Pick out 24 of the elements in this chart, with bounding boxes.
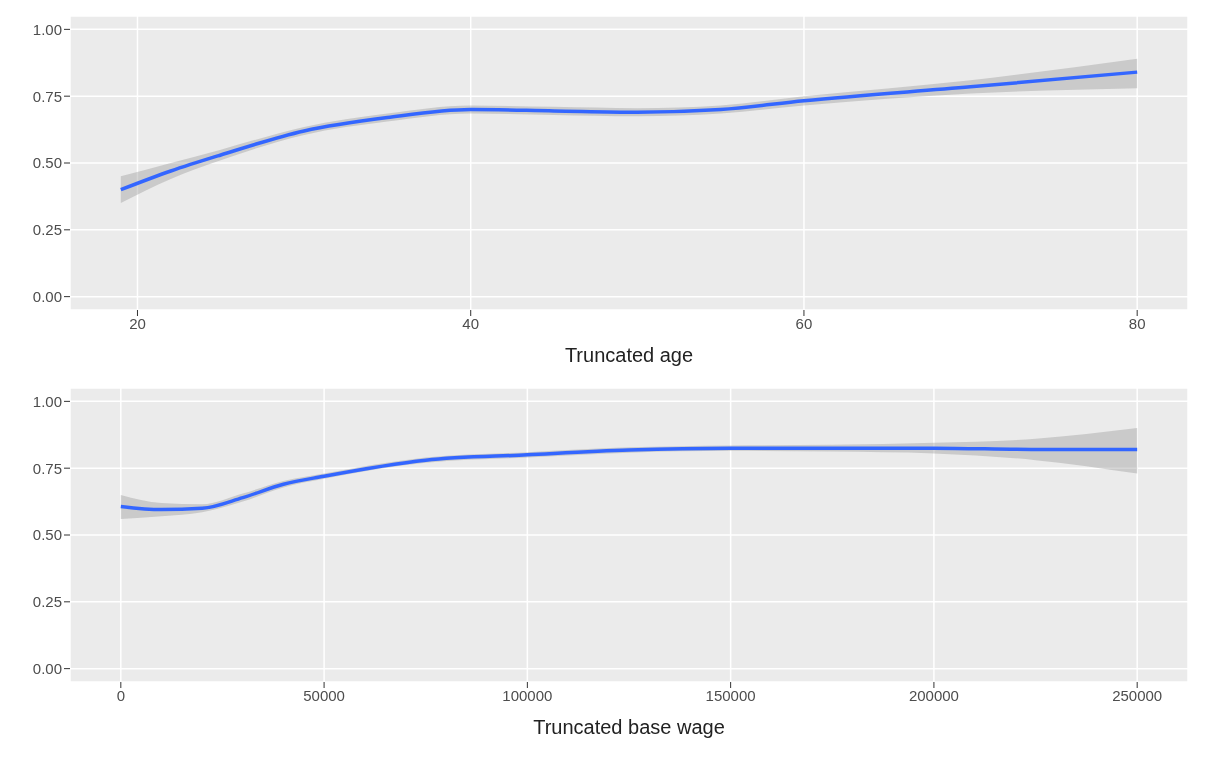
x-tick-label: 80 — [1128, 314, 1146, 332]
y-tick-label: 0.75 — [32, 459, 62, 477]
y-tick-label: 0.75 — [32, 87, 62, 105]
x-tick-label: 40 — [462, 314, 480, 332]
line-series — [119, 446, 1139, 512]
x-tick-label: 150000 — [705, 686, 756, 704]
x-axis-title: Truncated age — [564, 344, 694, 366]
y-tick-label: 0.50 — [32, 154, 62, 172]
y-tick-label: 0.25 — [32, 593, 62, 611]
x-tick-label: 100000 — [502, 686, 553, 704]
y-tick-label: 1.00 — [32, 392, 62, 410]
y-tick-label: 0.50 — [32, 526, 62, 544]
y-tick-label: 0.00 — [32, 659, 62, 677]
y-tick-label: 0.25 — [32, 221, 62, 239]
x-tick-label: 200000 — [908, 686, 959, 704]
y-tick-label: 0.00 — [32, 287, 62, 305]
x-tick-label: 50000 — [303, 686, 345, 704]
y-tick-label: 1.00 — [32, 20, 62, 38]
x-tick-label: 250000 — [1112, 686, 1163, 704]
x-tick-label: 0 — [116, 686, 125, 704]
x-tick-label: 20 — [129, 314, 146, 332]
x-tick-label: 60 — [795, 314, 813, 332]
x-axis-title: Truncated base wage — [533, 716, 725, 738]
line-series — [119, 70, 1139, 192]
